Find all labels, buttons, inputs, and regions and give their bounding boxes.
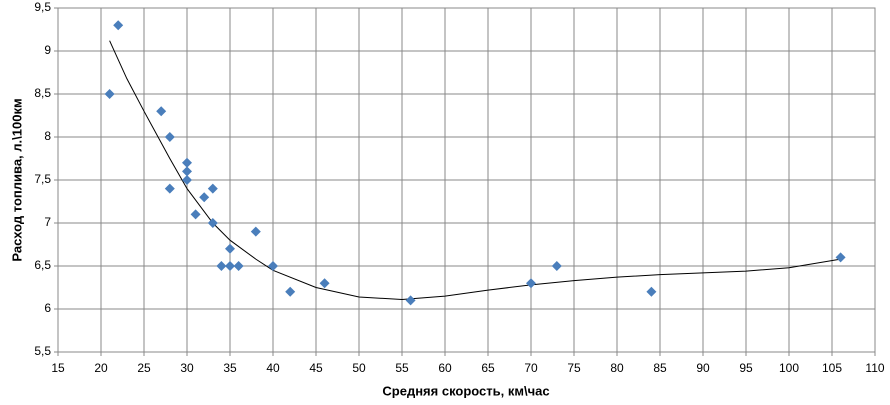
- data-point: [182, 157, 192, 168]
- data-point: [199, 192, 210, 203]
- data-point: [285, 286, 296, 297]
- data-point: [551, 261, 562, 271]
- y-tick-label: 8,5: [34, 86, 51, 100]
- x-tick-label: 85: [653, 361, 667, 375]
- x-tick-label: 25: [137, 361, 151, 375]
- y-tick-label: 8: [44, 129, 51, 143]
- data-point: [319, 278, 330, 289]
- x-tick-label: 95: [739, 361, 753, 375]
- x-tick-label: 100: [779, 361, 799, 375]
- y-tick-label: 7: [44, 215, 51, 229]
- x-tick-label: 75: [567, 361, 581, 375]
- x-tick-label: 30: [180, 361, 194, 375]
- y-tick-label: 6: [44, 301, 51, 315]
- x-tick-label: 110: [865, 361, 884, 375]
- x-tick-label: 105: [822, 361, 842, 375]
- x-tick-label: 50: [352, 361, 366, 375]
- data-point: [233, 261, 244, 271]
- data-point: [268, 261, 278, 271]
- plot-border: [57, 7, 876, 353]
- x-tick-label: 20: [94, 361, 108, 375]
- x-tick-label: 35: [223, 361, 237, 375]
- y-axis-title: Расход топлива, л.\100км: [9, 98, 24, 261]
- x-axis-title: Средняя скорость, км\час: [382, 383, 549, 398]
- data-point: [113, 20, 124, 31]
- data-point: [182, 166, 192, 177]
- y-tick-label: 5,5: [34, 344, 51, 358]
- data-point: [104, 89, 115, 99]
- data-point: [225, 243, 235, 254]
- data-point: [190, 209, 201, 220]
- data-point: [526, 278, 536, 289]
- x-tick-label: 80: [610, 361, 624, 375]
- y-tick-label: 9: [44, 43, 51, 57]
- x-tick-label: 90: [696, 361, 710, 375]
- data-point: [156, 106, 167, 117]
- data-point: [207, 183, 218, 194]
- x-tick-label: 55: [395, 361, 409, 375]
- x-tick-label: 15: [51, 361, 65, 375]
- x-tick-label: 70: [524, 361, 538, 375]
- data-point: [164, 183, 175, 194]
- data-point: [216, 261, 227, 271]
- data-point: [207, 218, 218, 228]
- x-tick-label: 45: [309, 361, 323, 375]
- data-point: [182, 175, 192, 185]
- data-point: [164, 132, 175, 142]
- x-tick-label: 40: [266, 361, 280, 375]
- data-point: [646, 286, 657, 297]
- y-tick-label: 6,5: [34, 258, 51, 272]
- data-point: [835, 252, 846, 263]
- trendline: [109, 40, 841, 301]
- data-point: [250, 226, 261, 237]
- data-point: [405, 295, 416, 306]
- x-tick-label: 65: [481, 361, 495, 375]
- x-tick-label: 60: [438, 361, 452, 375]
- data-point: [225, 261, 235, 271]
- y-tick-label: 7,5: [34, 172, 51, 186]
- y-tick-label: 9,5: [34, 0, 51, 14]
